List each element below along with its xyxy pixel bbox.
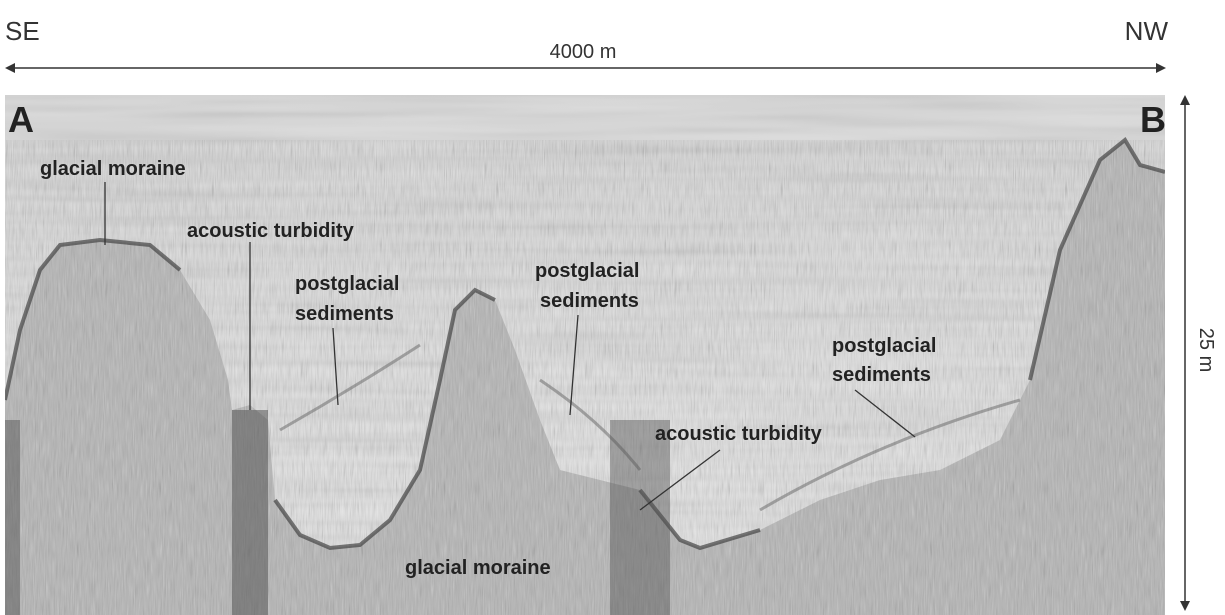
annotation: glacial moraine: [40, 158, 186, 180]
direction-right: NW: [1125, 16, 1169, 46]
figure: SE NW 4000 m A B 25 m glacial moraine ac: [0, 0, 1225, 615]
annotation: sediments: [540, 290, 639, 312]
vertical-arrow: [1180, 95, 1190, 611]
horizontal-scale: 4000 m: [550, 41, 617, 63]
annotation: postglacial: [295, 273, 399, 295]
vertical-scale: 25 m: [1195, 328, 1217, 372]
annotation: postglacial: [535, 260, 639, 282]
profile-end: B: [1140, 99, 1166, 140]
direction-left: SE: [5, 16, 40, 46]
annotation: glacial moraine: [405, 557, 551, 579]
annotation: postglacial: [832, 335, 936, 357]
horizontal-arrow: [5, 63, 1166, 73]
annotation: sediments: [832, 364, 931, 386]
annotation: acoustic turbidity: [187, 220, 355, 242]
annotation: sediments: [295, 303, 394, 325]
annotation: acoustic turbidity: [655, 423, 823, 445]
profile-start: A: [8, 99, 34, 140]
